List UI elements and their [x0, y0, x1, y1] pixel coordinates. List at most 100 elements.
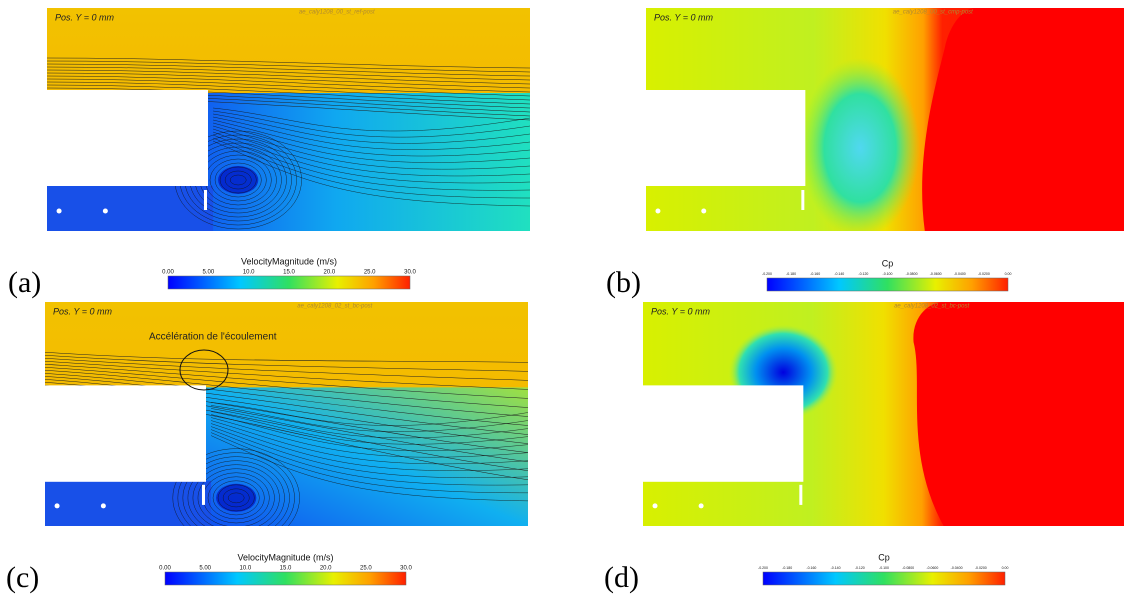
colorbar-tick: -0.0800 [902, 566, 914, 570]
streamline [47, 60, 530, 73]
colorbar-tick: -0.100 [883, 272, 893, 276]
streamline [211, 405, 528, 432]
streamline [211, 402, 528, 426]
position-label: Pos. Y = 0 mm [651, 306, 710, 316]
colorbar-tick: 10.0 [243, 270, 255, 276]
probe [201, 484, 205, 505]
flow-field [45, 302, 528, 526]
recirculation [212, 480, 260, 516]
wake-pressure [800, 58, 920, 231]
probe [655, 208, 661, 214]
colorbar-tick: -0.180 [786, 272, 796, 276]
recirculation [197, 468, 275, 526]
streamline [47, 57, 530, 69]
streamline [47, 81, 530, 101]
colorbar-tick: -0.160 [810, 272, 820, 276]
panel-label: (b) [606, 266, 641, 299]
colorbar-tick: -0.160 [806, 566, 816, 570]
streamline [47, 75, 530, 93]
vortex-core [216, 483, 257, 512]
recirculation [177, 452, 295, 526]
streamline [45, 367, 528, 408]
streamline [47, 66, 530, 81]
probe [799, 484, 803, 505]
streamline [47, 69, 530, 85]
streamline [45, 370, 528, 417]
colorbar-title: Cp [878, 552, 890, 562]
colorbar-tick: 30.0 [404, 270, 416, 276]
recirculation [192, 464, 280, 526]
streamline [210, 432, 528, 494]
streamline [213, 110, 530, 138]
colorbar-tick: -0.0400 [951, 566, 963, 570]
colorbar [167, 275, 411, 290]
colorbar-tick: -0.0800 [906, 272, 918, 276]
file-name: ae_caly1208_02_st_bc-post [297, 304, 372, 310]
probe [801, 190, 805, 210]
streamline [210, 429, 528, 486]
probe [652, 503, 658, 509]
recirculation [209, 158, 267, 202]
step-body [45, 385, 206, 482]
lower-channel [45, 480, 212, 526]
colorbar-tick: 5.00 [199, 566, 211, 572]
colorbar-tick: -0.0600 [926, 566, 938, 570]
streamline [47, 78, 530, 97]
streamline [212, 116, 530, 150]
colorbar-tick: -0.180 [782, 566, 792, 570]
colorbar-tick: -0.0600 [930, 272, 942, 276]
colorbar-tick: 0.00 [1002, 566, 1009, 570]
streamline [210, 435, 528, 502]
streamline [210, 414, 528, 451]
colorbar-tick: 0.00 [1005, 272, 1012, 276]
probe [100, 503, 106, 509]
streamline [45, 354, 528, 372]
streamline [210, 420, 528, 465]
step-body [646, 90, 806, 186]
streamline [212, 140, 530, 207]
flow-field [643, 302, 1124, 526]
flow-field [47, 8, 530, 231]
streamline [213, 107, 530, 132]
file-name: ae_caly1208_00_st_cmp-post [893, 10, 973, 16]
high-pressure [922, 8, 1124, 231]
colorbar-tick: -0.140 [834, 272, 844, 276]
colorbar-tick: -0.140 [831, 566, 841, 570]
panel-label: (c) [6, 561, 39, 594]
streamline [212, 134, 530, 191]
streamline [212, 128, 530, 177]
streamline [212, 137, 530, 199]
recirculation [217, 484, 255, 512]
recirculation [224, 170, 252, 190]
recirculation [222, 488, 250, 508]
colorbar-tick: -0.100 [879, 566, 889, 570]
colorbar-tick: 5.00 [202, 270, 214, 276]
step-body [643, 385, 804, 482]
colorbar-title: VelocityMagnitude (m/s) [237, 552, 333, 562]
file-name: ae_caly1208_00_st_ref-post [299, 10, 375, 16]
flow-field [646, 8, 1124, 231]
streamline [45, 358, 528, 381]
streamline [47, 63, 530, 77]
streamline [210, 417, 528, 458]
colorbar-tick: 25.0 [364, 270, 376, 276]
streamline [212, 125, 530, 170]
streamline [45, 373, 528, 426]
streamline [47, 84, 530, 105]
annotation: Accélération de l'écoulement [149, 332, 277, 343]
probe [54, 503, 60, 509]
position-label: Pos. Y = 0 mm [654, 12, 713, 22]
streamline [212, 113, 530, 144]
colorbar-tick: -0.0200 [978, 272, 990, 276]
probe [203, 190, 207, 210]
colorbar-tick: 25.0 [360, 566, 372, 572]
position-label: Pos. Y = 0 mm [55, 12, 114, 22]
probe [701, 208, 707, 214]
colorbar-tick: -0.0400 [954, 272, 966, 276]
colorbar [164, 571, 407, 586]
colorbar-tick: 15.0 [280, 566, 292, 572]
panel-label: (d) [604, 561, 639, 594]
colorbar-tick: 0.00 [162, 270, 174, 276]
recirculation [172, 448, 300, 526]
colorbar-title: Cp [882, 258, 894, 268]
